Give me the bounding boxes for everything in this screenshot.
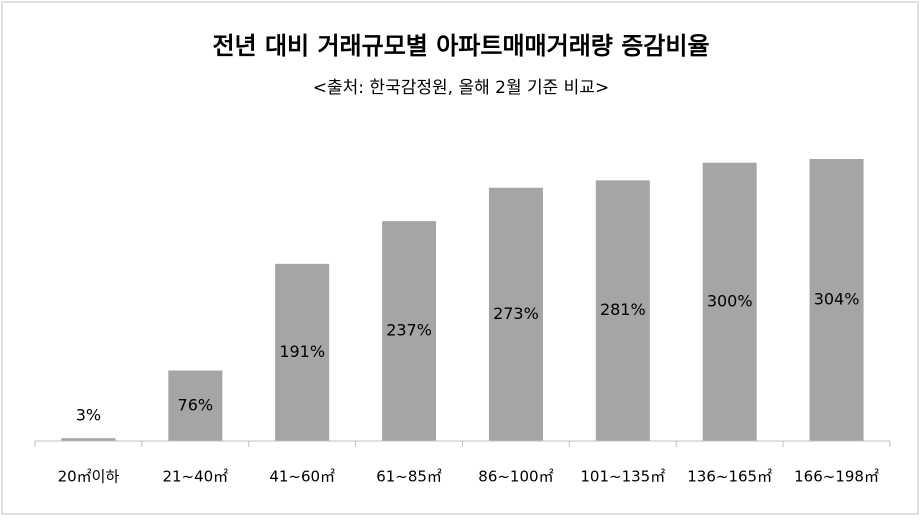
x-tick-label: 136~165㎡ [687, 468, 772, 486]
x-tick-label: 20㎡이하 [58, 468, 120, 486]
bar [702, 162, 757, 442]
x-tick-label: 41~60㎡ [269, 468, 335, 486]
x-tick-label: 61~85㎡ [376, 468, 442, 486]
bar [61, 438, 116, 441]
bar [382, 221, 437, 441]
bar [488, 187, 543, 441]
x-tick-label: 21~40㎡ [162, 468, 228, 486]
value-label: 273% [493, 304, 539, 323]
chart-title: 전년 대비 거래규모별 아파트매매거래량 증감비율 [212, 32, 709, 60]
value-label: 300% [707, 291, 753, 310]
bar [595, 180, 650, 442]
value-label: 191% [279, 342, 325, 361]
value-label: 281% [600, 300, 646, 319]
value-label: 76% [178, 395, 214, 414]
value-label: 3% [76, 406, 101, 425]
bar [809, 159, 864, 441]
value-label: 304% [814, 290, 860, 309]
x-tick-label: 101~135㎡ [580, 468, 665, 486]
x-tick-label: 86~100㎡ [478, 468, 553, 486]
value-label: 237% [386, 321, 432, 340]
chart-subtitle: <출처: 한국감정원, 올해 2월 기준 비교> [313, 78, 609, 98]
bar [168, 370, 223, 441]
bar [275, 263, 330, 441]
x-tick-label: 166~198㎡ [794, 468, 879, 486]
